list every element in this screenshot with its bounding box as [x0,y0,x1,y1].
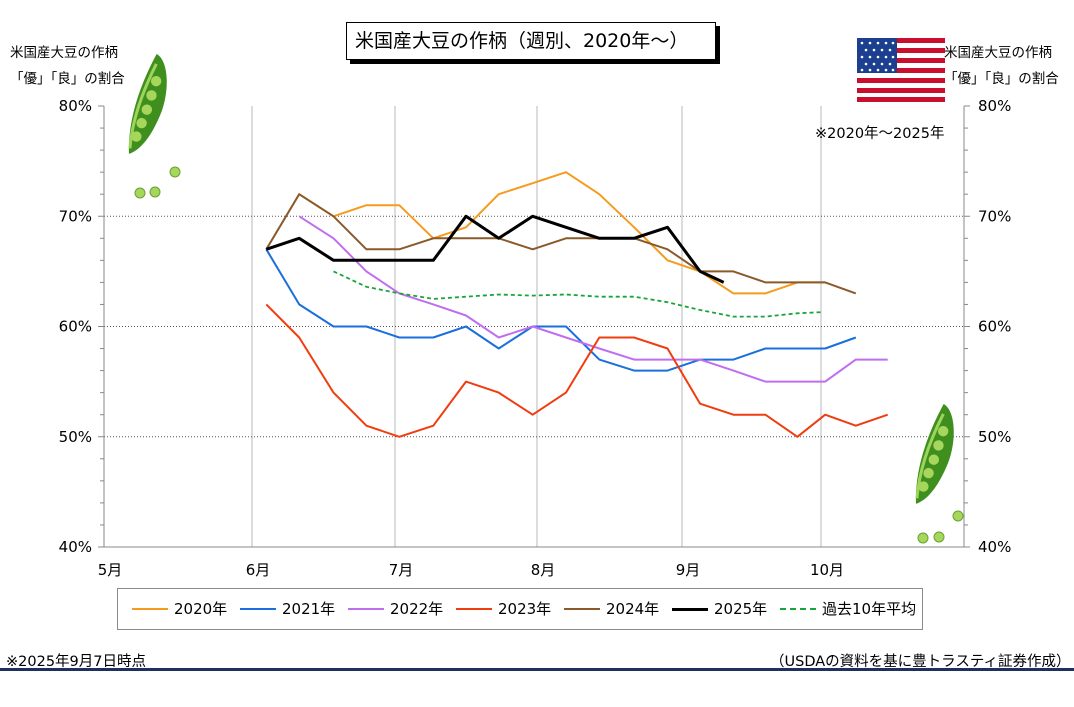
x-tick-label: 9月 [676,561,701,579]
legend-label-10yr-avg: 過去10年平均 [822,600,917,618]
x-tick-label: 5月 [98,561,123,579]
green-peas-pod-icon-2 [915,403,954,504]
series-line-0 [298,171,826,295]
chart-title: 米国産大豆の作柄（週別、2020年～） [346,22,716,60]
legend-swatch-2020 [132,608,168,610]
right-axis-label: 米国産大豆の作柄 「優」「良」の割合 [944,40,1059,92]
green-peas-pod-icon [128,53,167,154]
series-line-4 [265,193,857,295]
series-line-3 [265,303,889,438]
legend-label-2023: 2023年 [498,600,552,618]
loose-pea-icons [134,166,181,199]
legend-swatch-2025 [672,608,708,611]
series-line-2 [298,215,888,383]
legend-label-2022: 2022年 [390,600,444,618]
y-tick-label-left: 80% [59,97,92,115]
loose-pea-icons-2 [917,510,964,544]
x-tick-label: 6月 [246,561,271,579]
chart-legend: 2020年 2021年 2022年 2023年 2024年 2025年 過去10… [117,588,923,630]
series-line-6 [333,270,822,318]
y-tick-label-right: 60% [978,318,1011,336]
legend-label-2020: 2020年 [174,600,228,618]
y-tick-label-right: 50% [978,428,1011,446]
y-tick-label-left: 40% [59,538,92,556]
us-flag-icon [857,38,945,102]
y-tick-label-right: 40% [978,538,1011,556]
period-note: ※2020年～2025年 [815,126,945,142]
left-axis-label-line-1: 米国産大豆の作柄 [10,45,118,61]
footer-divider [0,668,1074,671]
tick-labels: 40% 40% 50% 50% 60% 60% 70% 70% 80% 80% 5月 6月 7月 8月 9月… [59,97,1012,579]
footnote: ※2025年9月7日時点 [6,654,147,670]
y-tick-label-left: 60% [59,318,92,336]
series-line-5 [265,214,725,284]
series-lines [265,171,889,438]
legend-swatch-2022 [348,608,384,610]
y-tick-label-left: 50% [59,428,92,446]
x-tick-label: 7月 [389,561,414,579]
legend-swatch-10yr-avg [780,608,816,610]
y-tick-label-right: 80% [978,97,1011,115]
legend-swatch-2023 [456,608,492,610]
legend-swatch-2021 [240,608,276,610]
series-line-1 [265,248,857,372]
axes [98,105,970,548]
left-axis-label-line-2: 「優」「良」の割合 [10,71,125,87]
y-tick-label-left: 70% [59,207,92,225]
right-axis-label-line-1: 米国産大豆の作柄 [944,45,1052,61]
left-axis-label: 米国産大豆の作柄 「優」「良」の割合 [10,40,125,92]
x-tick-label: 8月 [531,561,556,579]
legend-label-2025: 2025年 [714,600,768,618]
legend-label-2021: 2021年 [282,600,336,618]
y-tick-label-right: 70% [978,207,1011,225]
legend-label-2024: 2024年 [606,600,660,618]
x-tick-label: 10月 [810,561,844,579]
legend-swatch-2024 [564,608,600,610]
right-axis-label-line-2: 「優」「良」の割合 [944,71,1059,87]
source-note: （USDAの資料を基に豊トラスティ証券作成） [770,654,1071,670]
